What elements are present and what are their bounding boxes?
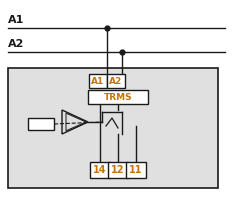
Text: A2: A2 xyxy=(109,76,123,85)
Text: 14: 14 xyxy=(93,165,107,175)
Bar xyxy=(28,118,54,130)
Bar xyxy=(107,74,125,88)
Bar xyxy=(8,68,218,188)
Text: TRMS: TRMS xyxy=(104,92,132,102)
Bar xyxy=(89,74,107,88)
Bar xyxy=(108,162,128,178)
Text: A1: A1 xyxy=(91,76,105,85)
Text: 11: 11 xyxy=(129,165,143,175)
Text: 12: 12 xyxy=(111,165,125,175)
Bar xyxy=(90,162,110,178)
Text: A1: A1 xyxy=(8,15,24,25)
Text: A2: A2 xyxy=(8,39,24,49)
Bar xyxy=(126,162,146,178)
Bar xyxy=(88,90,148,104)
